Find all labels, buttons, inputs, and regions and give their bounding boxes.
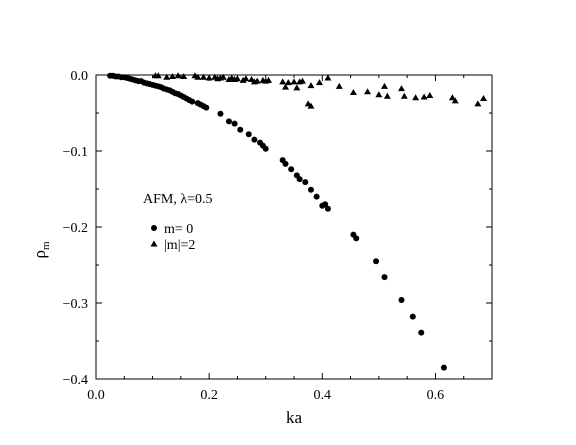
- point-m2: [448, 94, 456, 101]
- point-m2: [335, 82, 343, 89]
- point-m2: [397, 85, 405, 92]
- point-m0: [231, 120, 238, 127]
- point-m2: [324, 74, 332, 81]
- point-m2: [381, 82, 389, 89]
- point-m2: [284, 79, 292, 86]
- point-m0: [307, 186, 314, 193]
- x-tick-label: 0.2: [200, 388, 218, 403]
- point-m0: [203, 104, 210, 111]
- point-m0: [373, 258, 380, 265]
- point-m2: [163, 73, 171, 80]
- point-m0: [440, 364, 447, 371]
- point-m2: [154, 72, 162, 79]
- y-axis-label: ρm: [30, 241, 52, 258]
- point-m2: [420, 93, 428, 100]
- point-m0: [245, 131, 252, 138]
- point-m0: [381, 274, 388, 281]
- point-m2: [265, 76, 273, 83]
- y-tick-label: −0.2: [63, 221, 88, 236]
- point-m2: [279, 78, 287, 85]
- point-m0: [409, 313, 416, 320]
- point-m2: [225, 76, 233, 83]
- point-m2: [307, 82, 315, 89]
- point-m2: [426, 92, 434, 99]
- y-tick-label: −0.1: [63, 145, 88, 160]
- point-m2: [194, 73, 202, 80]
- point-m0: [288, 166, 295, 173]
- point-m2: [375, 91, 383, 98]
- point-m0: [225, 118, 232, 125]
- point-m0: [189, 98, 196, 105]
- data-marks: [107, 72, 488, 371]
- x-tick-labels: 0.0 0.2 0.4 0.6: [87, 388, 444, 403]
- point-m0: [251, 136, 258, 143]
- point-m2: [233, 75, 241, 82]
- point-m2: [168, 73, 176, 80]
- point-m2: [364, 88, 372, 95]
- point-m2: [293, 84, 301, 91]
- x-tick-label: 0.6: [427, 388, 445, 403]
- point-m2: [180, 73, 188, 80]
- annotation-text: AFM, λ=0.5: [143, 192, 213, 207]
- y-tick-label: 0.0: [71, 69, 89, 84]
- point-m0: [353, 235, 360, 242]
- point-m2: [290, 78, 298, 85]
- point-m2: [239, 76, 247, 83]
- point-m0: [313, 193, 320, 200]
- legend-marker-triangle: [150, 240, 158, 247]
- x-tick-label: 0.4: [314, 388, 332, 403]
- point-m2: [451, 97, 459, 104]
- point-m0: [262, 145, 269, 152]
- legend: m= 0 |m|=2: [150, 222, 195, 253]
- point-m0: [296, 176, 303, 183]
- x-axis-label: ka: [286, 408, 303, 427]
- point-m0: [237, 126, 244, 133]
- legend-label-m0: m= 0: [164, 222, 193, 237]
- point-m2: [199, 73, 207, 80]
- point-m0: [322, 201, 329, 208]
- y-tick-label: −0.4: [63, 373, 88, 388]
- point-m2: [400, 92, 408, 99]
- point-m2: [242, 75, 250, 82]
- point-m0: [398, 296, 405, 303]
- point-m2: [474, 100, 482, 107]
- point-m2: [282, 83, 290, 90]
- x-tick-label: 0.0: [87, 388, 105, 403]
- y-axis-label-main: ρ: [30, 250, 49, 258]
- point-m0: [324, 205, 331, 212]
- point-m2: [298, 77, 306, 84]
- legend-label-m2: |m|=2: [164, 238, 195, 253]
- point-m2: [383, 92, 391, 99]
- point-m2: [205, 74, 213, 81]
- point-m2: [412, 94, 420, 101]
- point-m2: [349, 88, 357, 95]
- y-tick-labels: 0.0 −0.1 −0.2 −0.3 −0.4: [63, 69, 88, 388]
- legend-marker-circle: [151, 225, 157, 231]
- point-m2: [315, 79, 323, 86]
- point-m0: [418, 329, 425, 336]
- point-m2: [174, 72, 182, 79]
- point-m2: [307, 102, 315, 109]
- point-m0: [217, 110, 224, 117]
- y-axis-label-subscript: m: [40, 241, 52, 250]
- point-m2: [219, 73, 227, 80]
- y-tick-label: −0.3: [63, 297, 88, 312]
- point-m2: [253, 77, 261, 84]
- point-m0: [282, 160, 289, 167]
- point-m0: [302, 179, 309, 186]
- point-m2: [480, 95, 488, 102]
